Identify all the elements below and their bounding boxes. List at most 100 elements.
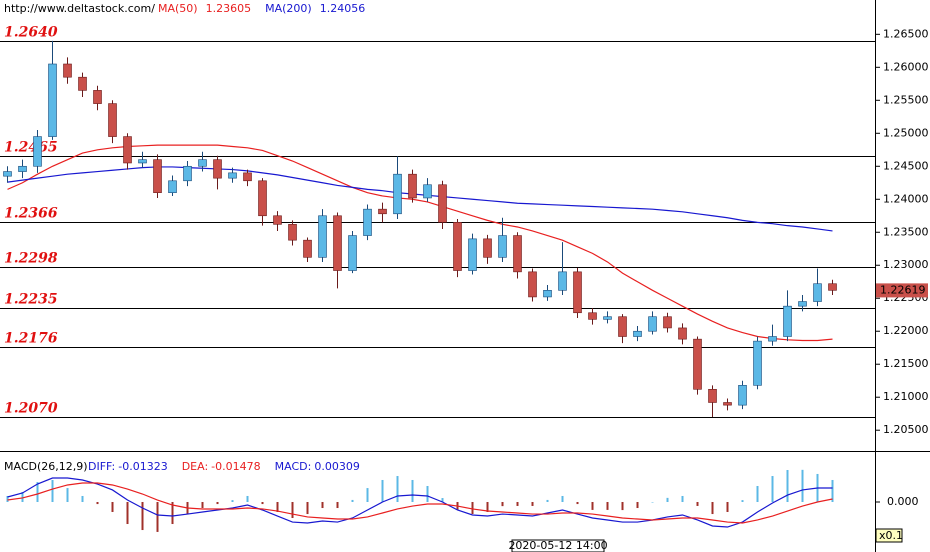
macd-bar	[756, 486, 759, 502]
legend-value: 1.24056	[320, 2, 366, 15]
macd-bar	[516, 502, 519, 506]
candle-body	[828, 283, 837, 291]
time-box	[511, 539, 605, 552]
macd-line	[7, 482, 833, 524]
macd-bar	[771, 476, 774, 502]
candle-body	[393, 173, 402, 215]
candle-body	[738, 385, 747, 406]
y-tick-label: 1.25500	[883, 93, 929, 106]
scale-note: x0.1	[879, 529, 903, 542]
macd-bar	[501, 502, 504, 507]
legend-value: 1.23605	[206, 2, 252, 15]
candle-body	[3, 171, 12, 177]
y-tick-label: 1.26000	[883, 60, 929, 73]
macd-bar	[666, 497, 669, 502]
macd-bar	[246, 495, 249, 502]
y-tick-label: 1.23500	[883, 225, 929, 238]
candle-body	[483, 238, 492, 258]
macd-bar	[576, 502, 579, 505]
candle-body	[33, 136, 42, 167]
candle-body	[408, 173, 417, 199]
macd-bar	[441, 498, 444, 502]
candle-body	[333, 215, 342, 271]
macd-bar	[81, 495, 84, 502]
candle-body	[153, 159, 162, 193]
y-tick-label: 1.24500	[883, 159, 929, 172]
macd-bar	[561, 495, 564, 502]
candle-body	[678, 327, 687, 340]
macd-bar	[66, 488, 69, 502]
candle-body	[348, 235, 357, 271]
level-label: 1.2366	[4, 206, 58, 222]
ma-line	[7, 144, 833, 342]
candle-body	[183, 165, 192, 182]
scale-note-box	[875, 528, 903, 543]
y-tick-label: 1.20500	[883, 423, 929, 436]
candle-body	[693, 338, 702, 390]
level-label: 1.2235	[4, 292, 58, 308]
macd-bar	[36, 482, 39, 502]
candle-body	[288, 224, 297, 241]
macd-bar	[351, 499, 354, 502]
level-label: 1.2465	[4, 140, 58, 156]
macd-legend-value: -0.01323	[118, 460, 167, 473]
level-label: 1.2640	[4, 25, 58, 41]
candle-body	[648, 316, 657, 332]
candle-body	[78, 76, 87, 91]
candle-body	[48, 63, 57, 137]
level-label: 1.2070	[4, 401, 58, 417]
candle-body	[228, 172, 237, 179]
candle-body	[813, 283, 822, 302]
macd-bar	[6, 495, 9, 502]
macd-bar	[831, 479, 834, 502]
macd-bar	[786, 470, 789, 502]
macd-bar	[51, 479, 54, 502]
macd-title: MACD(26,12,9)	[4, 460, 88, 473]
y-tick-label: 1.23000	[883, 258, 929, 271]
macd-bar	[651, 502, 654, 503]
level-label: 1.2298	[4, 251, 58, 267]
candle-body	[768, 336, 777, 342]
macd-bar	[171, 502, 174, 525]
candle-body	[513, 235, 522, 273]
level-label: 1.2176	[4, 331, 58, 347]
macd-bar	[306, 502, 309, 515]
macd-bar	[21, 492, 24, 502]
legend-name: MA(50)	[158, 2, 198, 15]
macd-bar	[111, 502, 114, 512]
candle-body	[783, 305, 792, 337]
candle-body	[108, 103, 117, 137]
candle-body	[318, 215, 327, 258]
candle-body	[468, 238, 477, 271]
macd-bar	[696, 502, 699, 506]
macd-bar	[426, 486, 429, 502]
macd-bar	[531, 502, 534, 506]
y-tick-label: 1.26500	[883, 27, 929, 40]
macd-bar	[606, 502, 609, 510]
macd-bar	[156, 502, 159, 532]
price-tag-label: 1.22619	[880, 283, 926, 296]
macd-legend-name: DEA:	[182, 460, 208, 473]
macd-bar	[411, 479, 414, 502]
macd-bar	[291, 502, 294, 518]
candle-body	[18, 165, 27, 172]
candle-body	[273, 215, 282, 225]
candle-body	[438, 184, 447, 223]
macd-line	[7, 477, 833, 528]
macd-bar	[141, 502, 144, 531]
y-tick-label: 1.25000	[883, 126, 929, 139]
macd-bar	[201, 502, 204, 509]
candle-body	[798, 301, 807, 307]
candle-body	[603, 316, 612, 320]
candle-body	[423, 184, 432, 199]
candle-body	[558, 271, 567, 291]
candle-body	[258, 180, 267, 217]
macd-bar	[621, 502, 624, 511]
legend-name: MA(200)	[265, 2, 312, 15]
macd-bar	[636, 502, 639, 509]
candle-body	[243, 172, 252, 182]
ma-line	[7, 166, 833, 232]
candle-body	[198, 159, 207, 167]
macd-bar	[366, 488, 369, 502]
